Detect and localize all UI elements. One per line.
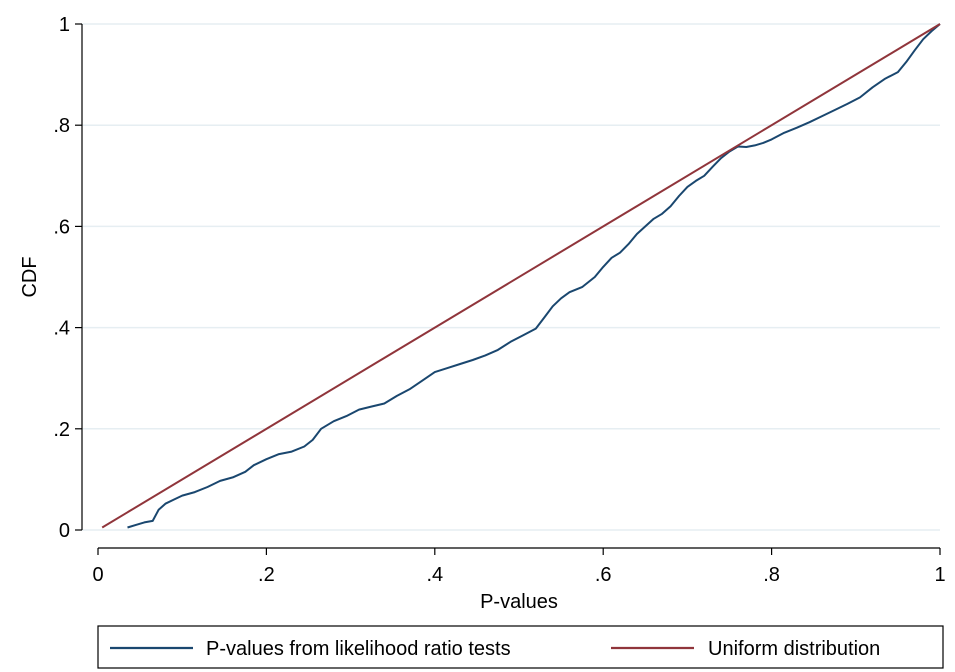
grid-lines <box>82 23 940 531</box>
y-axis-title: CDF <box>19 256 41 297</box>
plot-series <box>101 23 941 529</box>
x-tick-label: 0 <box>92 564 103 586</box>
legend-label: Uniform distribution <box>708 638 880 660</box>
y-tick-label: 1 <box>59 14 70 36</box>
y-tick-label: .8 <box>53 115 70 137</box>
y-tick-label: .6 <box>53 216 70 238</box>
legend-label: P-values from likelihood ratio tests <box>206 638 511 660</box>
series-line-pvalues <box>127 23 941 529</box>
x-tick-label: .2 <box>258 564 275 586</box>
y-tick-label: .2 <box>53 419 70 441</box>
x-tick-label: .4 <box>426 564 443 586</box>
x-tick-label: .8 <box>763 564 780 586</box>
axes: 0 .2 .4 .6 .8 1 0 .2 .4 .6 .8 1 <box>53 14 945 586</box>
y-tick-label: 0 <box>59 520 70 542</box>
x-axis-title: P-values <box>480 591 558 613</box>
x-tick-label: 1 <box>934 564 945 586</box>
series-line-uniform <box>101 23 941 529</box>
y-tick-label: .4 <box>53 318 70 340</box>
x-tick-label: .6 <box>595 564 612 586</box>
legend: P-values from likelihood ratio tests Unif… <box>97 625 944 669</box>
legend-box <box>97 625 944 669</box>
